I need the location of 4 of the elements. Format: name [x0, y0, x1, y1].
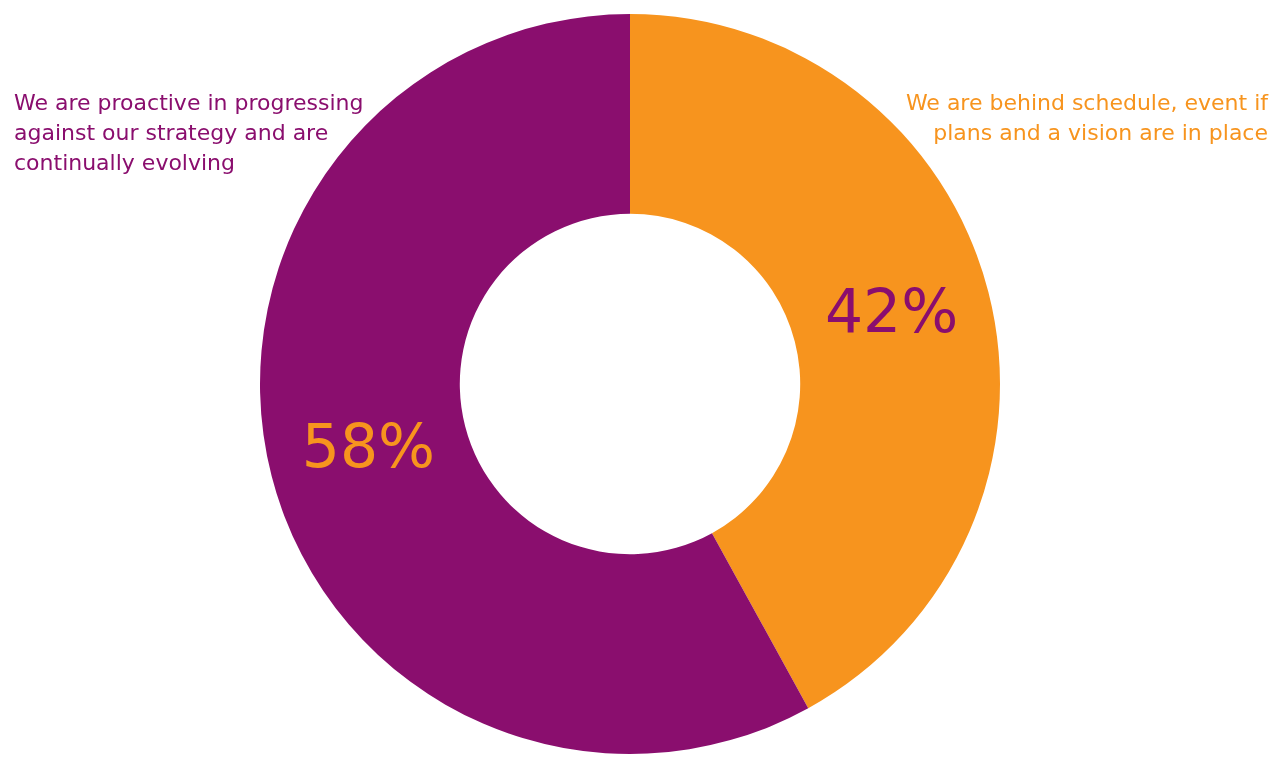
- slice-label: We are proactive in progressing against our strategy and are continually evolving: [14, 89, 365, 177]
- slice-label: We are behind schedule, event if plans and a vision are in place: [904, 89, 1268, 147]
- data-label: 58%: [301, 410, 436, 481]
- data-label: 42%: [824, 276, 959, 347]
